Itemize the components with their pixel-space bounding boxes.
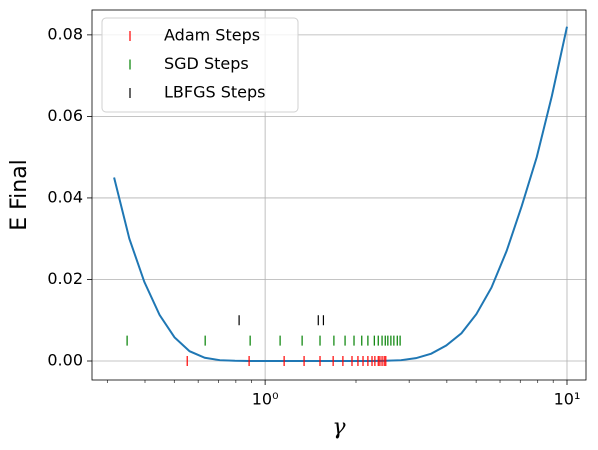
- curve: [113, 26, 568, 362]
- legend-label: Adam Steps: [164, 26, 260, 45]
- legend-box: [101, 17, 299, 113]
- x-axis-label: γ: [332, 415, 346, 440]
- legend-label: SGD Steps: [164, 54, 249, 73]
- plot-frame: [91, 9, 587, 381]
- y-tick-label: 0.06: [47, 106, 83, 125]
- y-axis-label: E Final: [7, 159, 32, 231]
- y-tick-label: 0.00: [47, 351, 83, 370]
- y-tick-label: 0.08: [47, 24, 83, 43]
- y-tick-label: 0.04: [47, 187, 83, 206]
- legend-label: LBFGS Steps: [164, 83, 266, 102]
- x-tick-label: 10¹: [554, 390, 581, 409]
- y-tick-label: 0.02: [47, 269, 83, 288]
- x-tick-label: 10⁰: [252, 390, 279, 409]
